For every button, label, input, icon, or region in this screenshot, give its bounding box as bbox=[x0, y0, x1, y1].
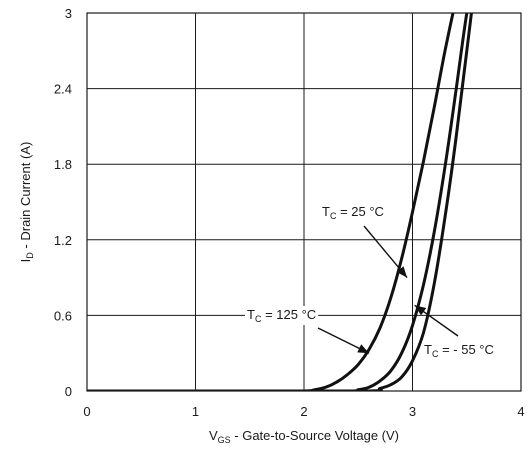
curve-tc-25 bbox=[87, 13, 469, 391]
annotation-arrowhead bbox=[396, 266, 408, 278]
curve-tc-minus-55 bbox=[87, 13, 473, 391]
y-tick-label: 1.2 bbox=[54, 233, 72, 248]
y-tick-label: 0.6 bbox=[54, 308, 72, 323]
x-tick-label: 4 bbox=[517, 404, 524, 419]
annotation-arrowhead bbox=[414, 305, 427, 316]
annotation-tc-minus-55: TC = - 55 °C bbox=[422, 341, 496, 360]
tick-labels: 0 1 2 3 4 0 0.6 1.2 1.8 2.4 3 bbox=[54, 6, 525, 419]
annotation-arrow-line bbox=[363, 225, 408, 279]
plot-frame bbox=[86, 12, 522, 392]
x-axis-label: VGS - Gate-to-Source Voltage (V) bbox=[209, 428, 399, 445]
annotation-tc-125: TC = 125 °C bbox=[245, 306, 319, 325]
y-tick-label: 3 bbox=[65, 6, 72, 21]
annotation-arrowhead bbox=[357, 344, 370, 354]
y-axis-label: ID - Drain Current (A) bbox=[18, 142, 35, 263]
curves bbox=[87, 13, 473, 391]
y-tick-label: 1.8 bbox=[54, 157, 72, 172]
annotation-tc-25: TC = 25 °C bbox=[320, 203, 386, 222]
x-tick-label: 0 bbox=[83, 404, 90, 419]
annotation-label: TC = - 55 °C bbox=[424, 342, 494, 359]
annotations: TC = 25 °C TC = 125 °C TC = - 55 °C bbox=[245, 203, 496, 360]
x-tick-label: 2 bbox=[300, 404, 307, 419]
y-tick-label: 0 bbox=[65, 384, 72, 399]
annotation-label-background bbox=[422, 341, 496, 360]
annotation-label: TC = 25 °C bbox=[322, 204, 384, 221]
x-tick-label: 1 bbox=[192, 404, 199, 419]
y-tick-label: 2.4 bbox=[54, 82, 72, 97]
annotation-label-background bbox=[320, 203, 386, 222]
annotation-label: TC = 125 °C bbox=[247, 307, 316, 324]
annotation-label-background bbox=[245, 306, 319, 325]
x-tick-label: 3 bbox=[409, 404, 416, 419]
